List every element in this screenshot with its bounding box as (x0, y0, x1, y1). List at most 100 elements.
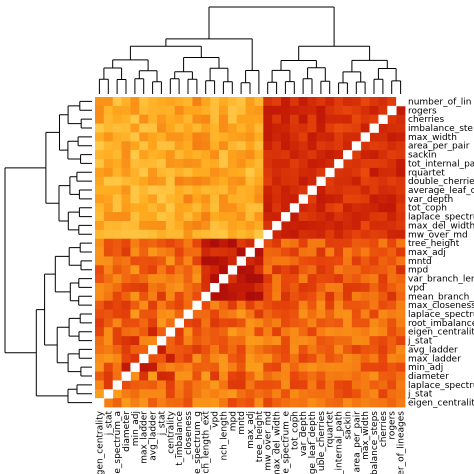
row-labels: number_of_linrogerscherriesimbalance_ste… (407, 97, 474, 408)
heatmap-cell (219, 176, 229, 186)
heatmap-cell (157, 362, 167, 372)
heatmap-cell (210, 238, 220, 248)
dendrogram-branch (138, 70, 158, 82)
heatmap-cell (351, 185, 362, 195)
heatmap-cell (227, 398, 238, 408)
heatmap-cell (130, 221, 140, 231)
heatmap-cell (236, 221, 246, 231)
heatmap-cell (263, 265, 273, 275)
diagonal-cell (307, 185, 317, 195)
heatmap-cell (396, 203, 406, 213)
heatmap-cell (263, 362, 273, 372)
heatmap-cell (298, 256, 308, 266)
heatmap-cell (316, 398, 326, 408)
heatmap-cell (174, 123, 184, 133)
heatmap-cell (351, 353, 362, 364)
heatmap-cell (334, 238, 344, 248)
heatmap-cell (343, 247, 353, 257)
heatmap-cell (103, 238, 114, 248)
heatmap-cell (334, 185, 344, 195)
heatmap-cell (148, 256, 158, 266)
diagonal-cell (103, 389, 114, 399)
heatmap-cell (343, 371, 353, 381)
heatmap-cell (369, 176, 379, 186)
heatmap-cell (325, 203, 335, 213)
heatmap-cell (245, 291, 255, 302)
heatmap-cell (378, 212, 388, 222)
heatmap-cell (289, 265, 300, 275)
heatmap-cell (130, 176, 140, 186)
dendrogram-branch (338, 82, 348, 94)
column-label: mpd (228, 411, 238, 431)
heatmap-cell (157, 185, 167, 195)
heatmap-cell (263, 274, 273, 284)
heatmap-cell (281, 159, 291, 169)
heatmap-cell (360, 185, 370, 195)
heatmap-cell (351, 203, 362, 213)
heatmap-cell (316, 362, 326, 372)
heatmap-cell (210, 194, 220, 204)
heatmap-cell (360, 229, 370, 240)
heatmap-cell (148, 221, 158, 231)
heatmap-cell (227, 185, 238, 195)
dendrogram-branch (78, 207, 92, 218)
heatmap-cell (103, 345, 114, 355)
heatmap-cell (201, 97, 211, 107)
column-label: max_width (361, 411, 371, 460)
heatmap-cell (210, 336, 220, 346)
heatmap-cell (183, 167, 193, 178)
heatmap-cell (201, 194, 211, 204)
heatmap-cell (298, 283, 308, 293)
heatmap-cell (360, 389, 370, 399)
heatmap-cell (121, 212, 131, 222)
heatmap-cell (396, 345, 406, 355)
heatmap-cell (121, 380, 131, 390)
heatmap-cell (334, 265, 344, 275)
heatmap-cell (112, 150, 122, 160)
diagonal-cell (325, 167, 335, 178)
heatmap-cell (387, 353, 397, 364)
heatmap-cell (95, 265, 105, 275)
heatmap-cell (95, 203, 105, 213)
heatmap-cell (369, 229, 379, 240)
heatmap-cell (210, 265, 220, 275)
heatmap-cell (148, 114, 158, 124)
heatmap-cell (369, 274, 379, 284)
heatmap-cell (272, 123, 282, 133)
dendrogram-branch (342, 71, 362, 83)
heatmap-cell (219, 114, 229, 124)
heatmap-cell (378, 265, 388, 275)
heatmap-cell (325, 132, 335, 142)
heatmap-cell (139, 283, 149, 293)
heatmap-cell (227, 194, 238, 204)
heatmap-cell (236, 176, 246, 186)
row-label: diameter (408, 372, 449, 382)
heatmap-cell (103, 141, 114, 151)
diagonal-cell (227, 265, 238, 275)
heatmap-cell (148, 238, 158, 248)
dendrogram-branch (169, 78, 180, 94)
heatmap-cell (174, 345, 184, 355)
heatmap-cell (369, 212, 379, 222)
column-label: j_stat (157, 411, 167, 437)
column-label: rquartet (326, 411, 336, 448)
row-label: laplace_spectru (408, 310, 474, 320)
heatmap-cell (263, 283, 273, 293)
heatmap-cell (130, 265, 140, 275)
heatmap-cell (360, 114, 370, 124)
heatmap-cell (139, 336, 149, 346)
heatmap-cell (201, 300, 211, 310)
heatmap-cell (316, 327, 326, 337)
heatmap-cell (298, 291, 308, 302)
heatmap-cell (157, 176, 167, 186)
row-label: min_adj (408, 363, 443, 373)
heatmap-cell (289, 159, 300, 169)
diagonal-cell (334, 159, 344, 169)
heatmap-cell (236, 247, 246, 257)
heatmap-cell (325, 185, 335, 195)
heatmap-cell (387, 194, 397, 204)
heatmap-cell (227, 141, 238, 151)
heatmap-cell (343, 105, 353, 116)
heatmap-cell (183, 221, 193, 231)
heatmap-cell (192, 371, 202, 381)
